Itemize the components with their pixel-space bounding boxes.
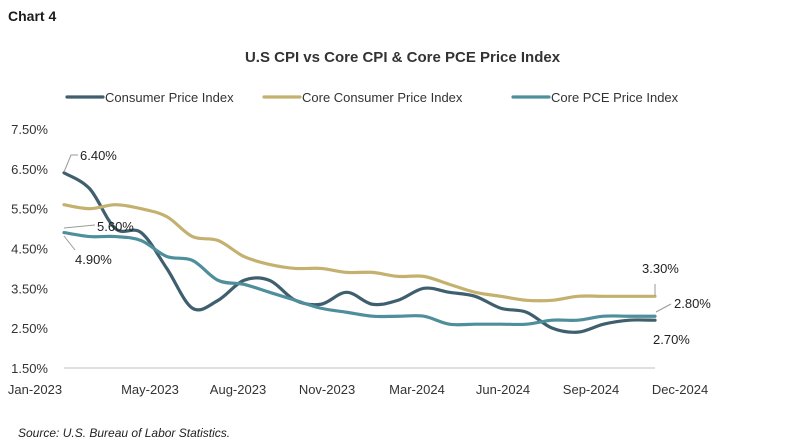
annotation-label: 2.70% — [653, 332, 690, 347]
y-tick-label: 3.50% — [11, 281, 48, 296]
annotation-label: 5.60% — [97, 219, 134, 234]
y-tick-label: 1.50% — [11, 361, 48, 376]
y-tick-label: 2.50% — [11, 321, 48, 336]
annotation-label: 3.30% — [642, 261, 679, 276]
annotation-label: 2.80% — [674, 296, 711, 311]
x-tick-label: May-2023 — [121, 382, 179, 397]
legend-label: Consumer Price Index — [105, 90, 234, 105]
series-line — [62, 171, 657, 334]
x-tick-label: Nov-2023 — [299, 382, 355, 397]
x-tick-label: Jan-2023 — [8, 382, 62, 397]
annotation-leader — [63, 154, 78, 173]
chart-label: Chart 4 — [8, 8, 57, 24]
source-note: Source: U.S. Bureau of Labor Statistics. — [18, 426, 231, 440]
series-line — [62, 203, 657, 303]
annotation-label: 6.40% — [80, 148, 117, 163]
annotation-leader — [63, 224, 96, 229]
y-tick-label: 5.50% — [11, 202, 48, 217]
annotation-leader — [655, 303, 672, 313]
y-tick-label: 7.50% — [11, 122, 48, 137]
legend-label: Core PCE Price Index — [551, 90, 679, 105]
x-tick-label: Aug-2023 — [210, 382, 266, 397]
series-lines — [62, 171, 657, 334]
chart-title: U.S CPI vs Core CPI & Core PCE Price Ind… — [244, 49, 561, 66]
x-tick-label: Sep-2024 — [563, 382, 619, 397]
x-tick-label: Jun-2024 — [476, 382, 530, 397]
annotations: 6.40% 5.60% 4.90% 3.30% 2.80% 2.70% — [63, 148, 711, 347]
y-axis-ticks: 7.50% 6.50% 5.50% 4.50% 3.50% 2.50% 1.50% — [11, 122, 48, 376]
x-tick-label: Mar-2024 — [389, 382, 445, 397]
legend: Consumer Price Index Core Consumer Price … — [65, 90, 679, 105]
annotation-leader — [63, 235, 76, 251]
x-tick-label: Dec-2024 — [652, 382, 708, 397]
y-tick-label: 6.50% — [11, 162, 48, 177]
series-line — [62, 230, 657, 327]
annotation-label: 4.90% — [75, 252, 112, 267]
x-axis-ticks: Jan-2023 May-2023 Aug-2023 Nov-2023 Mar-2024… — [8, 382, 708, 397]
y-tick-label: 4.50% — [11, 242, 48, 257]
legend-label: Core Consumer Price Index — [302, 90, 463, 105]
